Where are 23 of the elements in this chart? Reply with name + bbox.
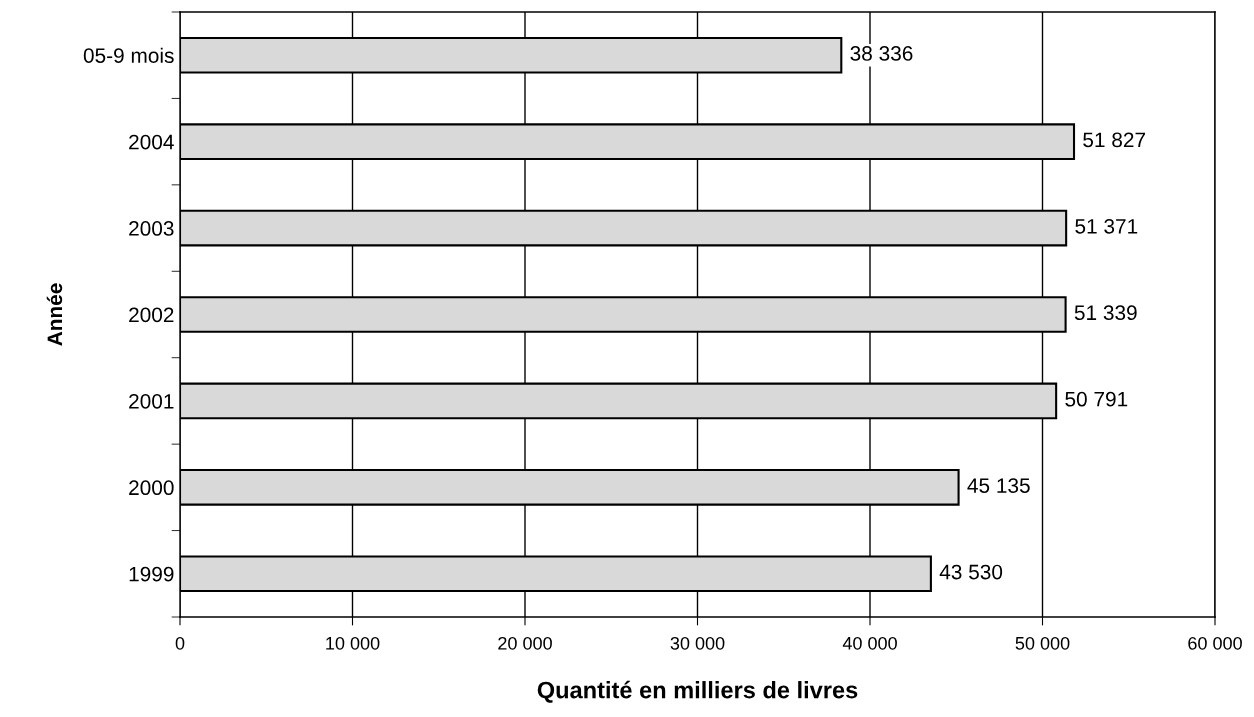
data-label: 50 791 <box>1065 391 1128 407</box>
y-tick-label: 1999 <box>129 566 174 582</box>
data-label: 51 371 <box>1075 218 1138 234</box>
data-label: 45 135 <box>967 478 1030 493</box>
y-axis-title: Année <box>46 283 63 346</box>
x-tick-label: 40 000 <box>842 636 897 650</box>
data-label: 51 827 <box>1083 132 1146 148</box>
y-tick-label: 2000 <box>129 480 174 496</box>
x-tick-label: 10 000 <box>326 636 380 650</box>
data-label: 38 336 <box>850 46 913 61</box>
x-tick-label: 60 000 <box>1188 636 1242 650</box>
x-axis-title: Quantité en milliers de livres <box>537 680 858 703</box>
y-tick-label: 2002 <box>129 307 174 323</box>
data-label: 51 339 <box>1074 305 1137 321</box>
data-label: 43 530 <box>939 564 1003 580</box>
y-tick-label: 2003 <box>129 221 174 236</box>
y-tick-label: 2001 <box>129 393 174 409</box>
x-tick-label: 0 <box>175 636 185 650</box>
x-tick-label: 50 000 <box>1015 636 1070 650</box>
x-tick-label: 30 000 <box>670 636 725 650</box>
y-tick-label: 2004 <box>129 134 174 150</box>
x-tick-label: 20 000 <box>498 636 552 650</box>
y-tick-label: 05-9 mois <box>83 47 174 63</box>
